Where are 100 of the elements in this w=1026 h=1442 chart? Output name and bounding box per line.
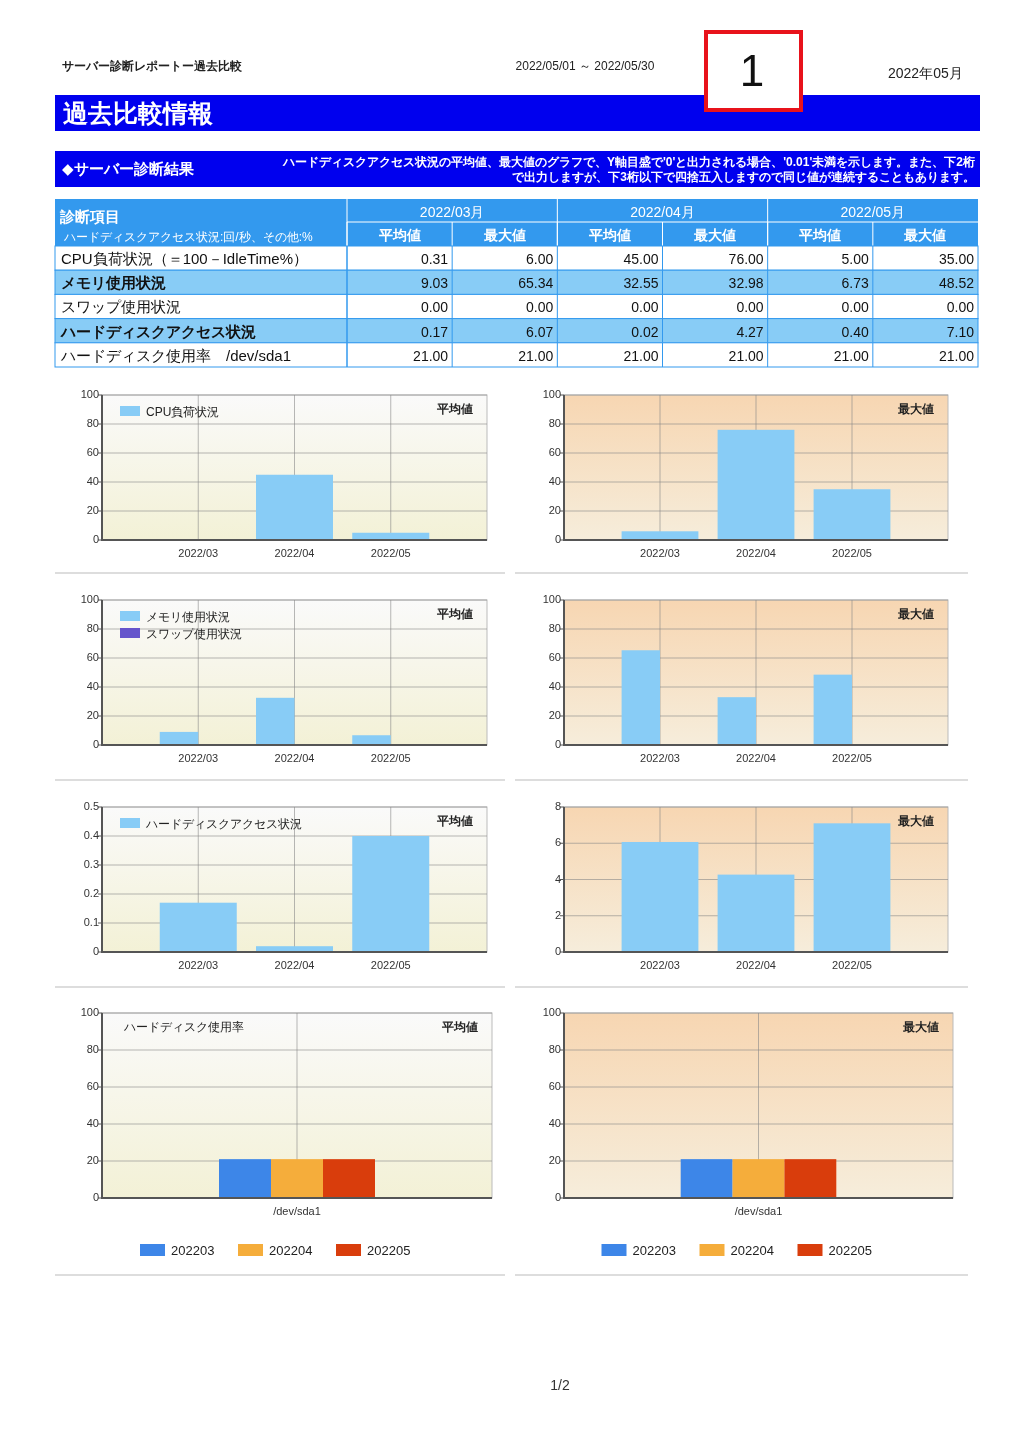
bar [813, 674, 852, 745]
text: 2022/05月 [840, 204, 906, 220]
data-label: 21.00 [623, 347, 659, 364]
data-label: 0.00 [946, 299, 975, 316]
bar [813, 489, 891, 540]
annotation: 最大値 [897, 402, 934, 416]
y-tick-label: 20 [548, 709, 561, 721]
series-label: メモリ使用状況 [61, 274, 166, 292]
annotation: 最大値 [902, 1020, 939, 1034]
data-label: 32.55 [623, 275, 659, 292]
legend-label: 202203 [171, 1243, 215, 1258]
bar [717, 429, 795, 540]
x-tick-label: 2022/05 [832, 547, 872, 559]
y-tick-label: 100 [80, 1006, 99, 1018]
y-tick-label: 20 [548, 1154, 561, 1166]
y-tick-label: 100 [542, 593, 561, 605]
y-tick-label: 0 [92, 945, 99, 957]
y-tick-label: 4 [554, 872, 561, 885]
y-tick-label: 80 [548, 622, 561, 634]
y-tick-label: 0.2 [83, 887, 99, 899]
bar [352, 735, 391, 745]
y-tick-label: 60 [86, 651, 99, 663]
data-label: 0.00 [420, 299, 449, 316]
data-label: 9.03 [420, 275, 449, 292]
x-tick-label: 2022/05 [832, 752, 872, 764]
y-tick-label: 60 [86, 1080, 99, 1092]
data-label: 21.00 [938, 347, 975, 364]
x-tick-label: /dev/sda1 [273, 1205, 321, 1217]
x-tick-label: 2022/05 [832, 959, 872, 971]
category-label: 最大値 [693, 227, 737, 243]
x-tick-label: /dev/sda1 [734, 1205, 783, 1217]
series-label: ハードディスク使用率 /dev/sda1 [60, 346, 292, 364]
y-tick-label: 2 [554, 908, 561, 921]
bar [621, 841, 699, 952]
annotation: 平均値 [441, 1020, 478, 1034]
bar [813, 823, 891, 952]
data-label: 0.40 [841, 323, 870, 340]
x-tick-label: 2022/04 [736, 547, 776, 559]
text: 2022/03月 [419, 204, 485, 220]
y-tick-label: 40 [86, 1117, 99, 1129]
data-label: 7.10 [946, 323, 975, 340]
legend-label: スワップ使用状況 [146, 627, 242, 641]
y-tick-label: 20 [86, 709, 99, 721]
data-label: 21.00 [728, 347, 764, 364]
y-tick-label: 0 [554, 945, 561, 957]
y-tick-label: 20 [548, 504, 561, 516]
data-label: 65.34 [518, 275, 554, 292]
y-tick-label: 0 [92, 1191, 99, 1203]
x-tick-label: 2022/04 [736, 752, 776, 764]
x-tick-label: 2022/03 [640, 959, 680, 971]
x-tick-label: 2022/03 [640, 752, 680, 764]
x-tick-label: 2022/03 [178, 959, 219, 971]
data-label: 21.00 [518, 347, 554, 364]
y-tick-label: 80 [86, 1043, 99, 1055]
category-label: 最大値 [482, 227, 526, 243]
text: 診断項目 [59, 208, 120, 225]
bar [717, 874, 795, 952]
bar [159, 731, 199, 745]
y-tick-label: 8 [554, 800, 561, 812]
data-label: 0.00 [841, 299, 870, 316]
text: 2022/05/01 ～ 2022/05/30 [515, 59, 655, 73]
text: ハードディスクアクセス状況の平均値、最大値のグラフで、Y軸目盛で'0'と出力される場合、'0.01'未満を示します。また、下2桁で出力しますが、下3桁以下で四捨五入しますので同じ値が連続することもあります。 [281, 155, 975, 184]
y-tick-label: 100 [542, 1006, 561, 1018]
text: 2022/04月 [630, 204, 695, 220]
data-label: 6.73 [841, 275, 870, 292]
category-label: 最大値 [903, 227, 947, 243]
x-tick-label: 2022/03 [178, 547, 219, 559]
legend-label: ハードディスクアクセス状況 [145, 817, 302, 831]
y-tick-label: 40 [86, 475, 99, 487]
series-label: CPU負荷状況（＝100－IdleTime%） [61, 250, 308, 267]
y-tick-label: 100 [80, 593, 99, 605]
y-tick-label: 80 [86, 417, 99, 429]
data-label: 0.17 [420, 323, 449, 340]
legend-label: CPU負荷状況 [146, 405, 220, 419]
y-tick-label: 0 [92, 533, 99, 545]
text: 過去比較情報 [63, 99, 213, 127]
text: ◆サーバー診断結果 [62, 160, 195, 177]
text: 2022年05月 [888, 65, 963, 81]
text: サーバー診断レポートー過去比較 [62, 59, 243, 73]
x-tick-label: 2022/04 [736, 959, 776, 971]
y-tick-label: 0.5 [83, 800, 99, 812]
bar [159, 902, 237, 952]
x-tick-label: 2022/05 [370, 752, 411, 764]
data-label: 6.07 [526, 323, 554, 340]
text: ハードディスク使用率 [123, 1020, 244, 1034]
data-label: 4.27 [736, 323, 764, 340]
bar [352, 836, 430, 952]
y-tick-label: 0.3 [83, 858, 99, 870]
x-tick-label: 2022/04 [274, 752, 315, 764]
data-label: 35.00 [938, 251, 975, 267]
y-tick-label: 40 [548, 475, 561, 487]
data-label: 5.00 [841, 251, 870, 267]
annotation: 最大値 [897, 607, 934, 621]
y-tick-label: 80 [548, 417, 561, 429]
data-label: 0.31 [420, 251, 449, 267]
y-tick-label: 60 [86, 446, 99, 458]
x-tick-label: 2022/03 [640, 547, 680, 559]
y-tick-label: 20 [86, 1154, 99, 1166]
series-label: ハードディスクアクセス状況 [60, 322, 256, 340]
x-tick-label: 2022/04 [274, 959, 315, 971]
